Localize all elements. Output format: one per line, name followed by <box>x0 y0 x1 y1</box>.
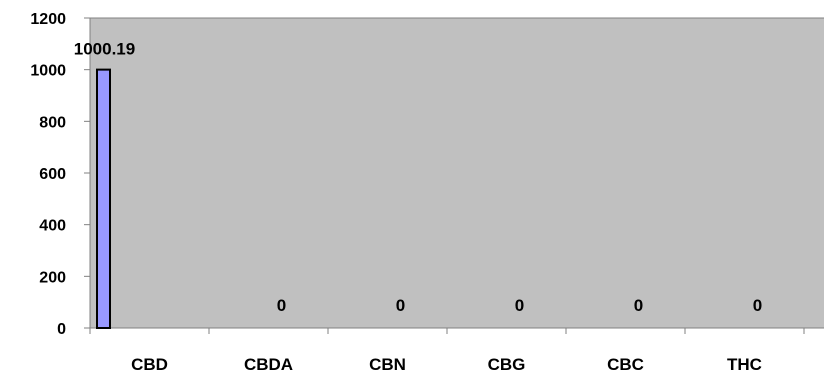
data-label-thc: 0 <box>753 296 762 315</box>
x-tick-label: CBDA <box>244 355 293 374</box>
data-labels: 1000.19000000 <box>74 40 762 315</box>
x-tick-label: CBD <box>131 355 168 374</box>
y-tick-label: 600 <box>39 166 66 183</box>
data-label-cbc: 0 <box>634 296 643 315</box>
y-axis: 0 200 400 600 800 1000 1200 <box>30 11 91 338</box>
x-tick-label: CBG <box>488 355 526 374</box>
bars <box>96 68 111 329</box>
x-axis: CBDCBDACBNCBGCBCTHCTHCa <box>89 327 824 374</box>
bar-cbd <box>96 68 111 329</box>
x-tick-label: CBC <box>607 355 644 374</box>
data-label-cbda: 0 <box>277 296 286 315</box>
data-label-cbg: 0 <box>515 296 524 315</box>
y-tick-label: 1200 <box>30 11 66 28</box>
y-tick-label: 0 <box>57 321 66 338</box>
y-tick-label: 1000 <box>30 63 66 80</box>
plot-area <box>89 17 824 329</box>
data-label-cbd: 1000.19 <box>74 40 135 59</box>
y-tick-label: 200 <box>39 269 66 286</box>
x-tick-label: THC <box>727 355 762 374</box>
data-label-cbn: 0 <box>396 296 405 315</box>
y-tick-label: 400 <box>39 218 66 235</box>
x-tick-label: CBN <box>369 355 406 374</box>
y-tick-label: 800 <box>39 114 66 131</box>
